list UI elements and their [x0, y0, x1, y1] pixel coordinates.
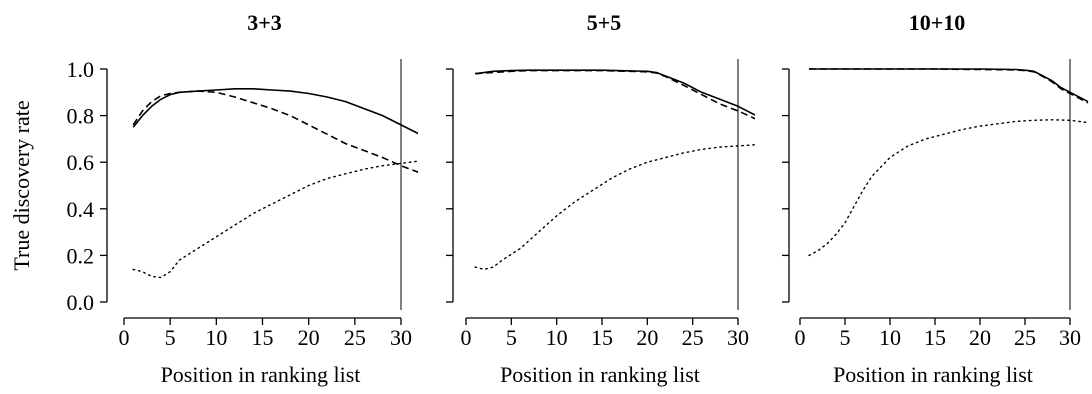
series-line-solid	[809, 68, 1089, 103]
series-line-dotted	[474, 144, 755, 271]
x-tick-label: 10	[546, 325, 568, 350]
x-tick-label: 20	[636, 325, 658, 350]
series-line-solid	[474, 69, 755, 116]
x-axis-label: Position in ranking list	[161, 362, 361, 387]
y-axis-label: True discovery rate	[9, 100, 34, 270]
x-tick-label: 15	[591, 325, 613, 350]
x-tick-label: 10	[879, 325, 901, 350]
x-axis-label: Position in ranking list	[500, 362, 700, 387]
panel-title: 3+3	[247, 10, 282, 35]
x-tick-label: 5	[165, 325, 176, 350]
series-line-solid	[132, 88, 418, 135]
series-line-dotted	[808, 119, 1089, 257]
y-tick-label: 0.8	[67, 104, 95, 129]
x-tick-label: 30	[1059, 325, 1081, 350]
x-tick-label: 15	[252, 325, 274, 350]
x-axis-label: Position in ranking list	[833, 362, 1033, 387]
x-tick-label: 0	[119, 325, 130, 350]
x-tick-label: 15	[924, 325, 946, 350]
x-tick-label: 0	[795, 325, 806, 350]
y-tick-label: 0.4	[67, 197, 95, 222]
series-line-dashed	[475, 69, 755, 120]
x-tick-label: 0	[461, 325, 472, 350]
series-line-dashed	[809, 68, 1089, 104]
x-tick-label: 10	[205, 325, 227, 350]
x-tick-label: 25	[1014, 325, 1036, 350]
panel-title: 5+5	[587, 10, 622, 35]
series-line-dashed	[132, 90, 418, 173]
y-tick-label: 0.6	[67, 150, 95, 175]
series-line-dotted	[132, 160, 418, 279]
y-tick-label: 0.0	[67, 290, 95, 315]
y-tick-label: 1.0	[67, 57, 95, 82]
x-tick-label: 5	[840, 325, 851, 350]
x-tick-label: 25	[682, 325, 704, 350]
x-tick-label: 20	[298, 325, 320, 350]
y-tick-label: 0.2	[67, 243, 95, 268]
x-tick-label: 20	[969, 325, 991, 350]
x-tick-label: 30	[390, 325, 412, 350]
x-tick-label: 25	[344, 325, 366, 350]
x-tick-label: 5	[506, 325, 517, 350]
x-tick-label: 30	[727, 325, 749, 350]
panel-title: 10+10	[909, 10, 966, 35]
